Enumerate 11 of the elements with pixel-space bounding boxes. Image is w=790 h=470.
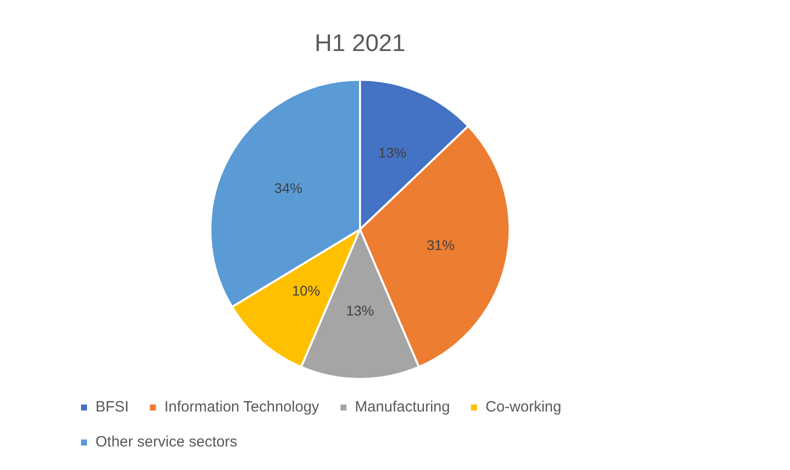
chart-title: H1 2021: [314, 30, 406, 58]
data-label: 34%: [274, 180, 302, 196]
legend-label: Other service sectors: [96, 434, 238, 451]
legend-label: Co-working: [485, 398, 562, 416]
data-label: 13%: [346, 302, 374, 319]
legend-label: Manufacturing: [354, 398, 450, 416]
legend-label: BFSI: [96, 398, 129, 416]
data-label: 13%: [378, 144, 406, 161]
data-label: 31%: [426, 236, 455, 253]
legend-label: Information Technology: [164, 398, 320, 416]
data-label: 10%: [292, 282, 320, 298]
